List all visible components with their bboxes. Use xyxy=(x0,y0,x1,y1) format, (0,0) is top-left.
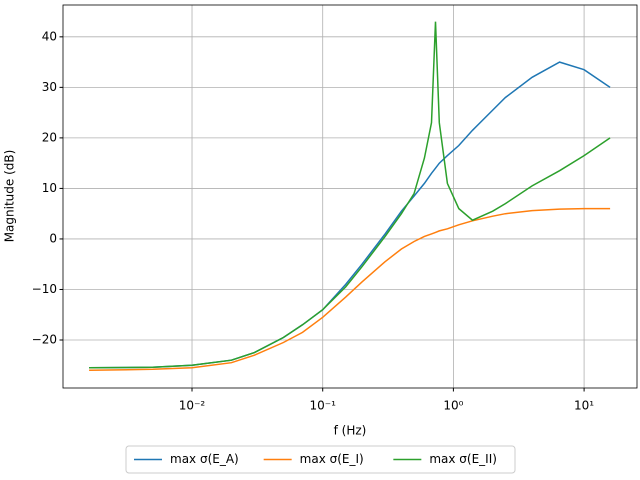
y-tick-label: −10 xyxy=(32,282,57,296)
y-tick-label: 0 xyxy=(49,231,57,245)
legend-label: max σ(E_II) xyxy=(429,452,497,466)
x-tick-label: 10⁰ xyxy=(443,399,463,413)
series-line xyxy=(89,21,611,369)
plot-frame xyxy=(62,4,638,389)
x-tick-label: 10¹ xyxy=(574,399,594,413)
y-tick-label: 40 xyxy=(42,29,57,43)
x-tick-label: 10⁻¹ xyxy=(309,399,336,413)
x-tick-label: 10⁻² xyxy=(179,399,206,413)
x-axis-label: f (Hz) xyxy=(334,424,367,438)
y-tick-label: 20 xyxy=(42,130,57,144)
y-tick-label: −20 xyxy=(32,332,57,346)
legend-box xyxy=(125,445,516,474)
legend-label: max σ(E_A) xyxy=(170,452,239,466)
series-line xyxy=(89,61,611,369)
y-axis-label: Magnitude (dB) xyxy=(3,150,17,243)
y-tick-label: 30 xyxy=(42,80,57,94)
series-line xyxy=(89,207,611,372)
y-tick-label: 10 xyxy=(42,181,57,195)
legend-label: max σ(E_I) xyxy=(300,452,364,466)
